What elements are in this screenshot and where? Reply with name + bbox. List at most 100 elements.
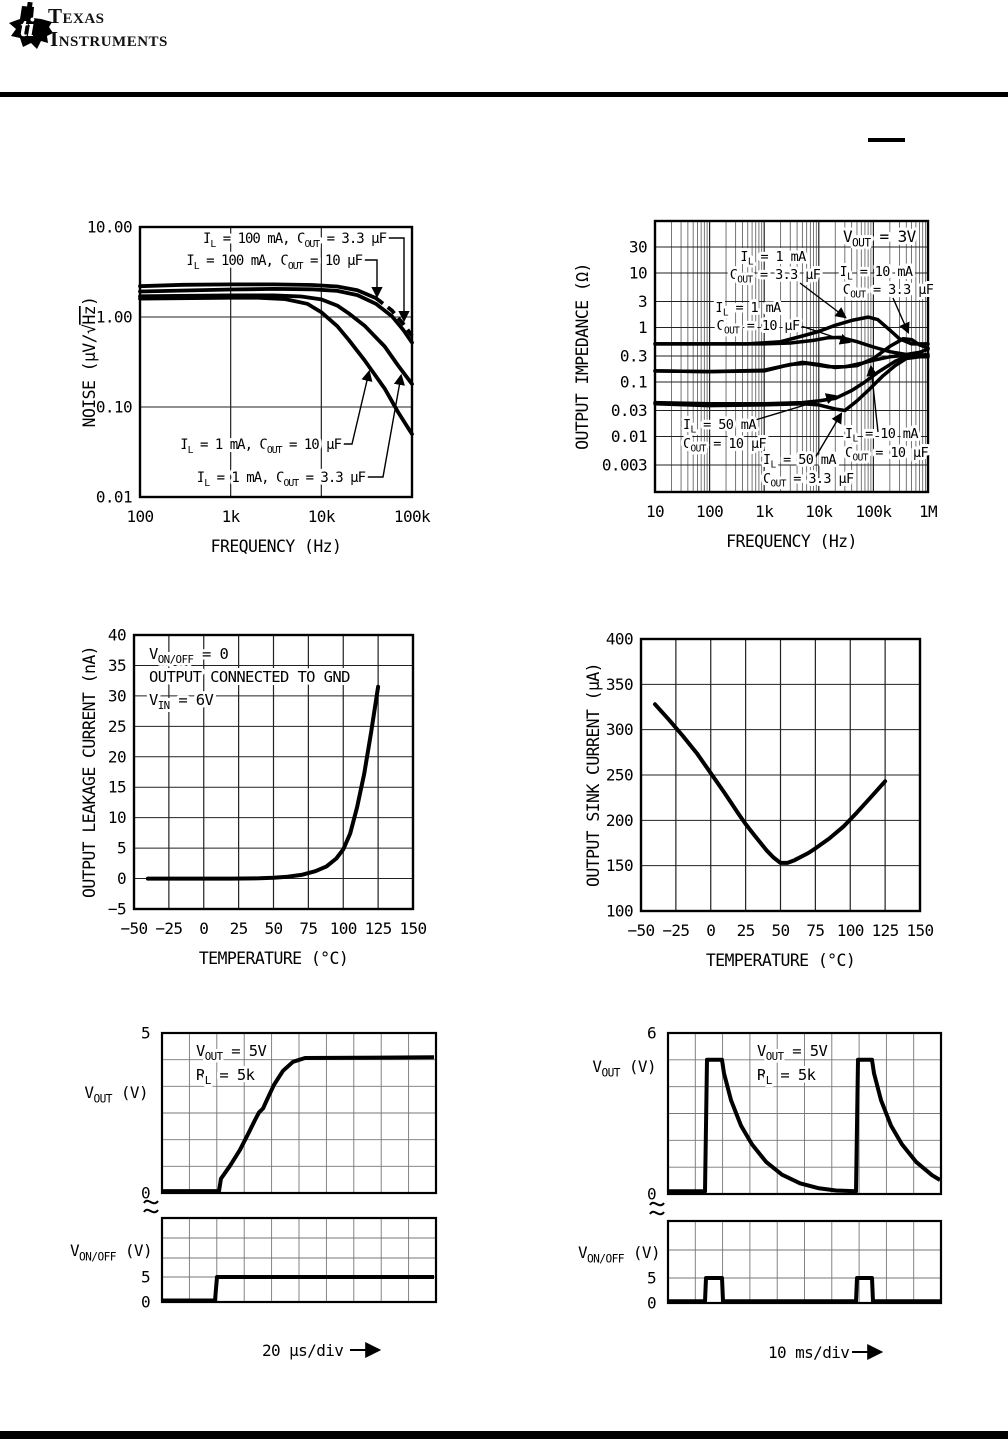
svg-text:5: 5 — [141, 1024, 150, 1043]
svg-text:0.03: 0.03 — [611, 401, 647, 420]
svg-text:−50: −50 — [120, 919, 147, 938]
svg-text:1k: 1k — [222, 507, 241, 526]
svg-text:0: 0 — [706, 921, 715, 940]
svg-text:30: 30 — [108, 686, 126, 705]
svg-text:125: 125 — [872, 921, 899, 940]
svg-text:IL​ = 1 mA, COUT​ = 10 μF: IL​ = 1 mA, COUT​ = 10 μF — [180, 437, 341, 456]
svg-text:0: 0 — [141, 1184, 150, 1203]
svg-text:100k: 100k — [855, 502, 892, 521]
svg-text:400: 400 — [606, 630, 633, 649]
svg-text:TEMPERATURE (°C): TEMPERATURE (°C) — [199, 949, 348, 968]
brand-instruments: INSTRUMENTS — [50, 27, 168, 51]
svg-text:6: 6 — [647, 1024, 656, 1043]
svg-text:1M: 1M — [919, 502, 937, 521]
svg-text:300: 300 — [606, 720, 633, 739]
svg-text:IL​ = 1 mA, COUT​ = 3.3 μF: IL​ = 1 mA, COUT​ = 3.3 μF — [197, 470, 366, 489]
svg-text:FREQUENCY (Hz): FREQUENCY (Hz) — [211, 537, 342, 556]
ti-logo-icon: ti — [9, 2, 53, 49]
output-leakage-current-chart: VON/OFF​ = 0 OUTPUT CONNECTED TO GND VIN​ … — [80, 626, 427, 969]
svg-text:0: 0 — [141, 1293, 150, 1312]
svg-text:125: 125 — [365, 919, 392, 938]
svg-text:VON/OFF​ (V): VON/OFF​ (V) — [578, 1243, 660, 1265]
svg-text:0.3: 0.3 — [620, 347, 647, 366]
svg-text:0.003: 0.003 — [602, 456, 647, 475]
svg-text:10 ms/div: 10 ms/div — [768, 1343, 849, 1362]
svg-text:IL​ = 100 mA, COUT​ = 3.3 μF: IL​ = 100 mA, COUT​ = 3.3 μF — [203, 231, 387, 250]
svg-text:150: 150 — [606, 856, 633, 875]
svg-text:COUT​ = 10 μF: COUT​ = 10 μF — [716, 318, 799, 337]
svg-text:50: 50 — [264, 919, 282, 938]
svg-text:−25: −25 — [662, 921, 689, 940]
svg-text:10.00: 10.00 — [87, 218, 132, 237]
svg-text:IL​ = 1 mA: IL​ = 1 mA — [715, 300, 781, 319]
svg-text:OUTPUT SINK CURRENT (μA): OUTPUT SINK CURRENT (μA) — [584, 663, 603, 887]
overline-mark — [868, 138, 905, 142]
svg-text:COUT​ = 10 μF: COUT​ = 10 μF — [683, 436, 766, 455]
svg-text:TEMPERATURE (°C): TEMPERATURE (°C) — [706, 951, 855, 970]
svg-text:100: 100 — [696, 502, 723, 521]
svg-text:5: 5 — [141, 1268, 150, 1287]
svg-text:RL​ = 5k: RL​ = 5k — [757, 1066, 817, 1087]
svg-text:100: 100 — [606, 902, 633, 921]
svg-text:0.01: 0.01 — [611, 427, 647, 446]
output-sink-current-chart: −50 −25 0 25 50 75 100 125 150 400 350 300 250 200 150… — [584, 630, 934, 971]
svg-text:30: 30 — [629, 238, 647, 257]
svg-text:NOISE (μV/√Hz): NOISE (μV/√Hz) — [80, 297, 99, 428]
svg-text:5: 5 — [117, 839, 126, 858]
svg-text:10k: 10k — [805, 502, 833, 521]
svg-text:−50: −50 — [627, 921, 654, 940]
svg-text:0: 0 — [647, 1294, 656, 1313]
svg-text:IL​ = 10 mA: IL​ = 10 mA — [845, 426, 918, 445]
svg-text:10k: 10k — [308, 507, 336, 526]
svg-text:VON/OFF​ = 0: VON/OFF​ = 0 — [149, 645, 229, 666]
svg-text:IL​ = 50 mA: IL​ = 50 mA — [763, 452, 836, 471]
header: ti TEXAS INSTRUMENTS — [0, 0, 1008, 92]
svg-text:VOUT​ = 3V: VOUT​ = 3V — [843, 227, 917, 249]
svg-text:100: 100 — [330, 919, 357, 938]
svg-text:COUT​ = 3.3 μF: COUT​ = 3.3 μF — [730, 267, 821, 286]
svg-text:35: 35 — [108, 656, 126, 675]
on-off-pulse-waveform-chart: 6 0 VOUT​ (V) 5 0 VON/OFF​ (V) VOUT​ = 5V RL​ =… — [578, 1024, 943, 1362]
svg-text:20: 20 — [108, 747, 126, 766]
svg-text:75: 75 — [806, 921, 824, 940]
svg-text:0.01: 0.01 — [96, 488, 132, 507]
svg-text:25: 25 — [108, 717, 126, 736]
svg-text:FREQUENCY (Hz): FREQUENCY (Hz) — [726, 532, 857, 551]
svg-text:COUT​ = 10 μF: COUT​ = 10 μF — [845, 445, 928, 464]
svg-text:5: 5 — [647, 1269, 656, 1288]
svg-text:40: 40 — [108, 626, 126, 645]
svg-text:OUTPUT LEAKAGE CURRENT (nA): OUTPUT LEAKAGE CURRENT (nA) — [80, 646, 99, 898]
svg-text:0: 0 — [647, 1185, 656, 1204]
svg-text:100k: 100k — [394, 507, 431, 526]
svg-text:0: 0 — [117, 869, 126, 888]
svg-text:1.00: 1.00 — [96, 308, 132, 327]
svg-text:1: 1 — [638, 318, 647, 337]
top-rule — [0, 92, 1008, 97]
svg-text:50: 50 — [771, 921, 789, 940]
svg-text:350: 350 — [606, 675, 633, 694]
svg-text:RL​ = 5k: RL​ = 5k — [196, 1066, 256, 1087]
svg-text:150: 150 — [906, 921, 933, 940]
svg-text:150: 150 — [399, 919, 426, 938]
svg-text:VIN​ = 6V: VIN​ = 6V — [149, 691, 214, 712]
svg-text:10: 10 — [646, 502, 664, 521]
svg-text:−25: −25 — [155, 919, 182, 938]
svg-text:25: 25 — [230, 919, 248, 938]
svg-text:20 μs/div: 20 μs/div — [262, 1341, 343, 1360]
brand-texas: TEXAS — [48, 4, 105, 28]
svg-text:OUTPUT IMPEDANCE (Ω): OUTPUT IMPEDANCE (Ω) — [573, 263, 592, 450]
svg-text:IL​ = 10 mA: IL​ = 10 mA — [840, 264, 913, 283]
svg-text:ti: ti — [20, 13, 35, 42]
svg-text:3: 3 — [638, 292, 647, 311]
bottom-rule — [0, 1431, 1008, 1439]
svg-text:VOUT​ = 5V: VOUT​ = 5V — [757, 1042, 827, 1063]
svg-text:1k: 1k — [755, 502, 774, 521]
svg-text:0.1: 0.1 — [620, 373, 647, 392]
svg-text:COUT​ = 3.3 μF: COUT​ = 3.3 μF — [843, 282, 934, 301]
svg-text:0: 0 — [199, 919, 208, 938]
svg-text:IL​ = 50 mA: IL​ = 50 mA — [683, 417, 756, 436]
noise-vs-frequency-chart: IL​ = 100 mA, COUT​ = 3.3 μF IL​ = 100 mA… — [80, 218, 432, 557]
